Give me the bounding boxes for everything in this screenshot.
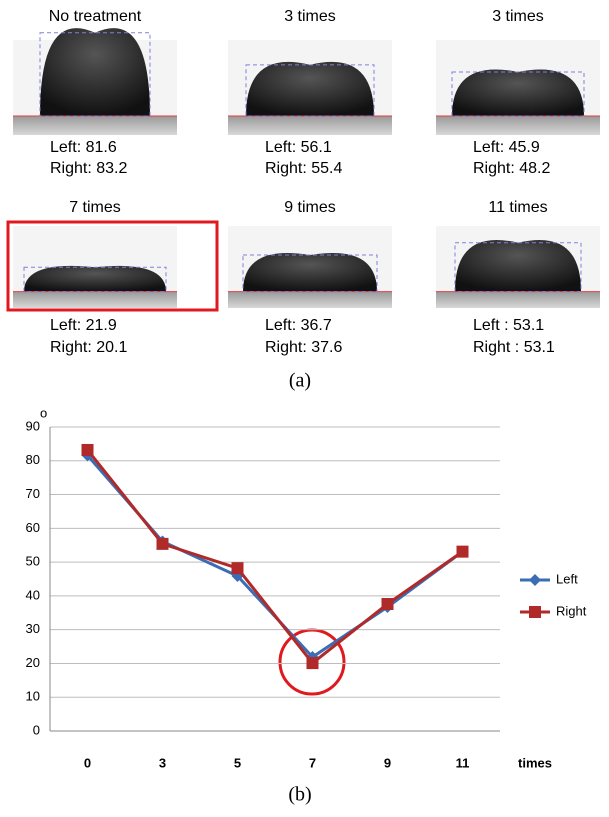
panel-left: Left: 21.9 [50, 317, 117, 334]
droplet [40, 28, 150, 116]
x-tick-label: 11 [456, 755, 470, 770]
y-tick-label: 10 [26, 689, 40, 704]
marker [232, 562, 244, 574]
x-tick-label: 0 [84, 755, 91, 770]
caption: (a) [289, 370, 311, 392]
panel-right: Right : 53.1 [473, 339, 555, 356]
panel-right: Right: 48.2 [473, 160, 550, 177]
substrate [436, 292, 600, 308]
marker [457, 546, 469, 558]
substrate [436, 116, 600, 135]
panel-title: 3 times [284, 8, 336, 25]
panel-left: Left: 36.7 [265, 317, 332, 334]
y-tick-label: 40 [26, 587, 40, 602]
panel-title: 7 times [69, 199, 121, 216]
droplet-image [436, 226, 600, 308]
droplet-image [436, 40, 600, 135]
legend-marker [529, 606, 541, 618]
marker [382, 598, 394, 610]
droplet [455, 240, 581, 292]
series-line [88, 455, 463, 657]
panel-left: Left: 56.1 [265, 139, 332, 156]
y-tick-label: 30 [26, 621, 40, 636]
y-tick-label: 80 [26, 452, 40, 467]
substrate [13, 292, 177, 308]
panel-title: 11 times [488, 199, 547, 216]
droplet-image [13, 226, 177, 308]
legend-label: Left [556, 571, 578, 586]
substrate [228, 292, 392, 308]
legend-marker [529, 574, 541, 586]
x-axis-label: times [518, 755, 552, 770]
panel-title: 9 times [284, 199, 336, 216]
figure: (a) (b) o times No treatment Left: 81.6 Ri… [0, 0, 609, 812]
y-tick-label: 60 [26, 520, 40, 535]
panel-title: No treatment [49, 8, 142, 25]
marker [307, 657, 319, 669]
y-tick-label: 70 [26, 486, 40, 501]
panel-left: Left: 45.9 [473, 139, 540, 156]
panel-title: 3 times [492, 8, 544, 25]
droplet [243, 253, 377, 292]
substrate [228, 116, 392, 135]
y-unit: o [40, 405, 47, 420]
x-tick-label: 5 [234, 755, 241, 770]
droplet-image [228, 226, 392, 308]
panel-right: Right: 83.2 [50, 160, 127, 177]
droplet [24, 266, 166, 292]
droplet-image [228, 40, 392, 135]
marker [82, 444, 94, 456]
series-line [88, 450, 463, 663]
marker [157, 538, 169, 550]
panel-right: Right: 55.4 [265, 160, 342, 177]
droplet-image [13, 28, 177, 135]
y-tick-label: 50 [26, 554, 40, 569]
panel-right: Right: 37.6 [265, 339, 342, 356]
panel-left: Left: 81.6 [50, 139, 117, 156]
y-tick-label: 0 [33, 722, 40, 737]
substrate [13, 116, 177, 135]
y-tick-label: 20 [26, 655, 40, 670]
droplet [452, 69, 584, 116]
legend-label: Right [556, 603, 587, 618]
caption: (b) [288, 784, 311, 806]
droplet [246, 62, 374, 116]
x-tick-label: 9 [384, 755, 391, 770]
panel-right: Right: 20.1 [50, 339, 127, 356]
panel-left: Left : 53.1 [473, 317, 544, 334]
x-tick-label: 3 [159, 755, 166, 770]
y-tick-label: 90 [26, 418, 40, 433]
x-tick-label: 7 [309, 755, 316, 770]
